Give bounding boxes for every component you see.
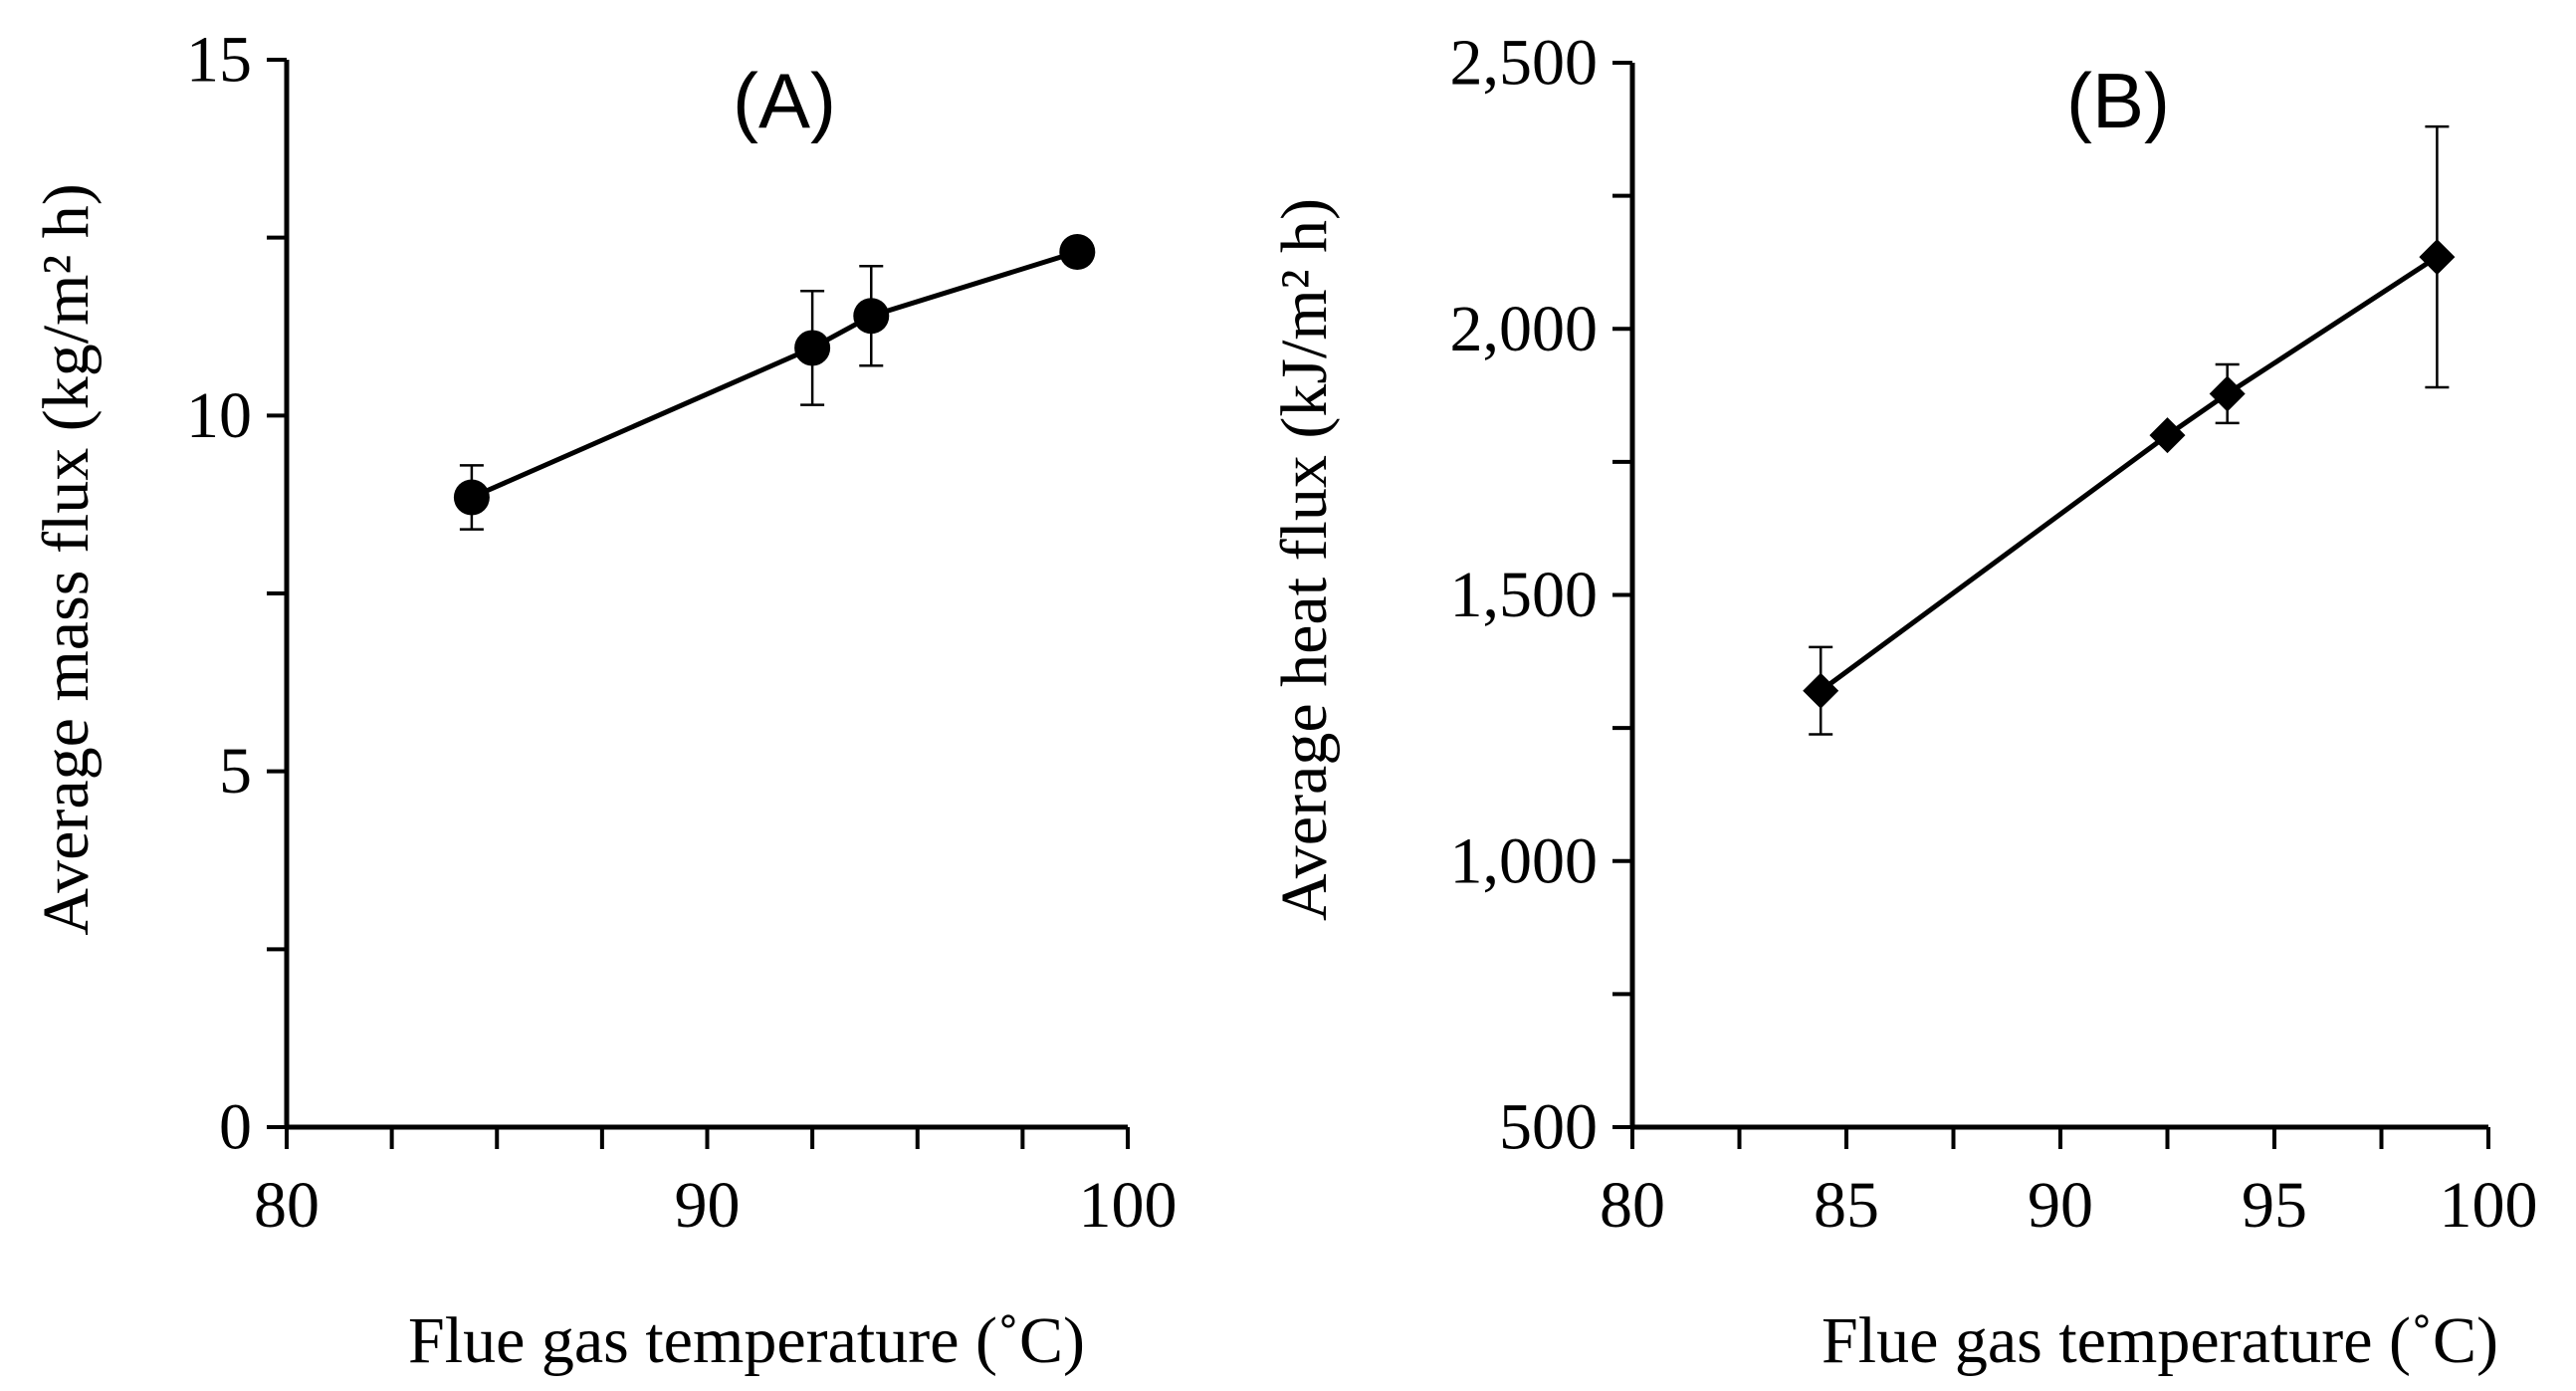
data-point-diamond <box>2209 375 2246 412</box>
series-line <box>1819 254 2439 693</box>
data-point-circle <box>853 298 890 335</box>
x-tick-label: 100 <box>1079 1169 1178 1242</box>
x-tick-label: 95 <box>2242 1169 2307 1242</box>
y-tick-label: 5 <box>219 735 252 808</box>
y-tick-label: 500 <box>1499 1091 1598 1164</box>
x-axis-title: Flue gas temperature (˚C) <box>1822 1304 2498 1377</box>
x-tick-label: 90 <box>675 1169 741 1242</box>
data-point-diamond <box>1803 672 1839 709</box>
y-axis-title: Average heat flux (kJ/m² h) <box>1268 198 1341 921</box>
data-point-circle <box>453 479 490 516</box>
x-axis-title: Flue gas temperature (˚C) <box>408 1304 1085 1377</box>
x-tick-label: 85 <box>1814 1169 1879 1242</box>
y-tick-label: 15 <box>186 24 252 97</box>
series-line <box>470 249 1079 500</box>
data-point-diamond <box>2419 239 2456 276</box>
x-tick-label: 90 <box>2028 1169 2093 1242</box>
data-point-circle <box>794 330 831 366</box>
x-tick-label: 80 <box>254 1169 320 1242</box>
panel-b: 500 1,000 1,500 2,000 2,500 80 85 90 95 100 Flue g… <box>1268 27 2538 1378</box>
data-point-diamond <box>2149 417 2186 454</box>
data-point-circle <box>1059 233 1096 270</box>
panel-label: (B) <box>2066 57 2170 144</box>
y-tick-label: 2,500 <box>1450 27 1599 100</box>
y-tick-label: 1,500 <box>1450 559 1599 631</box>
panel-a: 0 5 10 15 80 90 100 Flue gas temperature (˚C) Av… <box>30 24 1178 1378</box>
panel-label: (A) <box>733 57 836 144</box>
x-tick-label: 100 <box>2440 1169 2538 1242</box>
x-tick-label: 80 <box>1600 1169 1665 1242</box>
y-tick-label: 1,000 <box>1450 824 1599 897</box>
y-tick-label: 0 <box>219 1091 252 1164</box>
y-tick-label: 2,000 <box>1450 293 1599 365</box>
y-tick-label: 10 <box>186 379 252 452</box>
y-axis-title: Average mass flux (kg/m² h) <box>30 183 103 935</box>
